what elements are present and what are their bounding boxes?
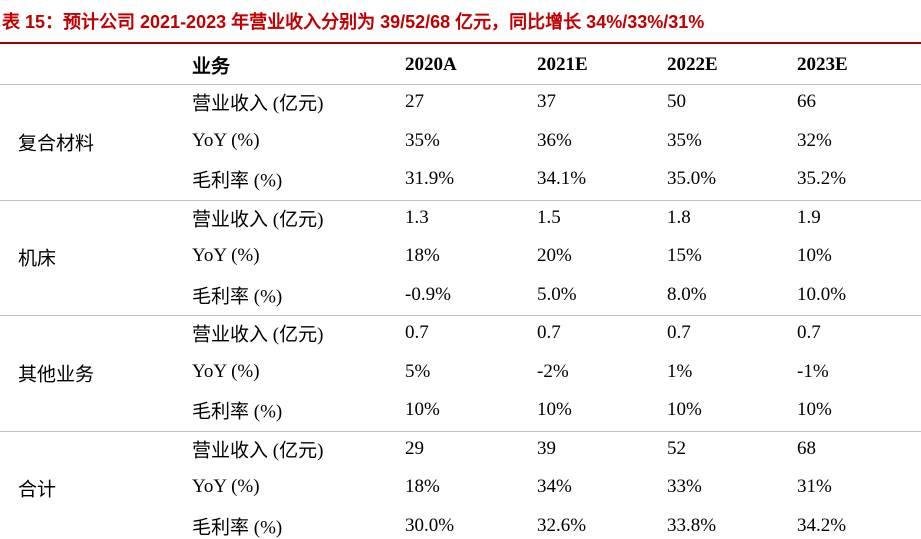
group-rule: [0, 199, 921, 201]
header-cell: 2022E: [667, 54, 718, 75]
value-cell: 0.7: [405, 322, 429, 343]
header-cell: 2021E: [537, 54, 588, 75]
value-cell: 10%: [405, 399, 440, 420]
value-cell: 31%: [797, 476, 832, 497]
metric-label: 营业收入 (亿元): [192, 93, 324, 115]
value-cell: 52: [667, 437, 686, 459]
value-cell: 1.5: [537, 206, 561, 228]
value-cell: 15%: [667, 245, 702, 266]
group-rule: [0, 315, 921, 316]
metric-label: YoY (%): [192, 129, 260, 151]
metric-label: 营业收入 (亿元): [192, 440, 324, 461]
value-cell: 50: [667, 91, 686, 112]
header-cell: 2023E: [797, 54, 848, 75]
value-cell: -0.9%: [405, 283, 451, 305]
value-cell: 32.6%: [537, 514, 587, 536]
metric-label: 毛利率 (%): [192, 170, 283, 192]
value-cell: 0.7: [797, 322, 821, 343]
metric-label: 毛利率 (%): [192, 401, 283, 423]
value-cell: 20%: [537, 245, 572, 266]
value-cell: 35%: [405, 129, 440, 151]
value-cell: 35.0%: [667, 168, 717, 189]
metric-label: 毛利率 (%): [192, 517, 283, 538]
group-label: 其他业务: [18, 364, 95, 386]
value-cell: 1.3: [405, 206, 429, 228]
value-cell: 31.9%: [405, 168, 455, 189]
value-cell: 33.8%: [667, 514, 717, 536]
value-cell: 68: [797, 437, 816, 459]
value-cell: 32%: [797, 129, 832, 151]
value-cell: 34%: [537, 476, 572, 497]
value-cell: 27: [405, 91, 424, 112]
value-cell: -2%: [537, 360, 569, 382]
value-cell: 0.7: [537, 322, 561, 343]
value-cell: 10%: [667, 399, 702, 420]
value-cell: 1.9: [797, 206, 821, 228]
header-cell: 业务: [192, 56, 231, 78]
value-cell: 30.0%: [405, 514, 455, 536]
value-cell: 5%: [405, 360, 431, 382]
value-cell: 8.0%: [667, 283, 707, 305]
value-cell: 29: [405, 437, 424, 459]
value-cell: 1%: [667, 360, 693, 382]
value-cell: 34.2%: [797, 514, 847, 536]
value-cell: -1%: [797, 360, 829, 382]
value-cell: 18%: [405, 245, 440, 266]
value-cell: 35.2%: [797, 168, 847, 189]
value-cell: 18%: [405, 476, 440, 497]
title-rule: [0, 42, 921, 44]
metric-label: YoY (%): [192, 476, 260, 497]
header-cell: 2020A: [405, 54, 457, 75]
value-cell: 35%: [667, 129, 702, 151]
value-cell: 5.0%: [537, 283, 577, 305]
value-cell: 66: [797, 91, 816, 112]
metric-label: 营业收入 (亿元): [192, 209, 324, 230]
header-rule: [0, 84, 921, 85]
value-cell: 0.7: [667, 322, 691, 343]
value-cell: 10.0%: [797, 283, 847, 305]
table-title: 表 15：预计公司 2021-2023 年营业收入分别为 39/52/68 亿元…: [2, 12, 705, 32]
value-cell: 33%: [667, 476, 702, 497]
value-cell: 36%: [537, 129, 572, 151]
group-label: 合计: [18, 479, 57, 501]
metric-label: YoY (%): [192, 245, 260, 266]
group-label: 机床: [18, 248, 57, 270]
metric-label: YoY (%): [192, 360, 260, 382]
metric-label: 营业收入 (亿元): [192, 324, 324, 346]
group-rule: [0, 430, 921, 432]
metric-label: 毛利率 (%): [192, 286, 283, 307]
value-cell: 39: [537, 437, 556, 459]
value-cell: 34.1%: [537, 168, 587, 189]
value-cell: 37: [537, 91, 556, 112]
value-cell: 10%: [537, 399, 572, 420]
group-label: 复合材料: [18, 133, 95, 155]
value-cell: 10%: [797, 245, 832, 266]
value-cell: 10%: [797, 399, 832, 420]
value-cell: 1.8: [667, 206, 691, 228]
